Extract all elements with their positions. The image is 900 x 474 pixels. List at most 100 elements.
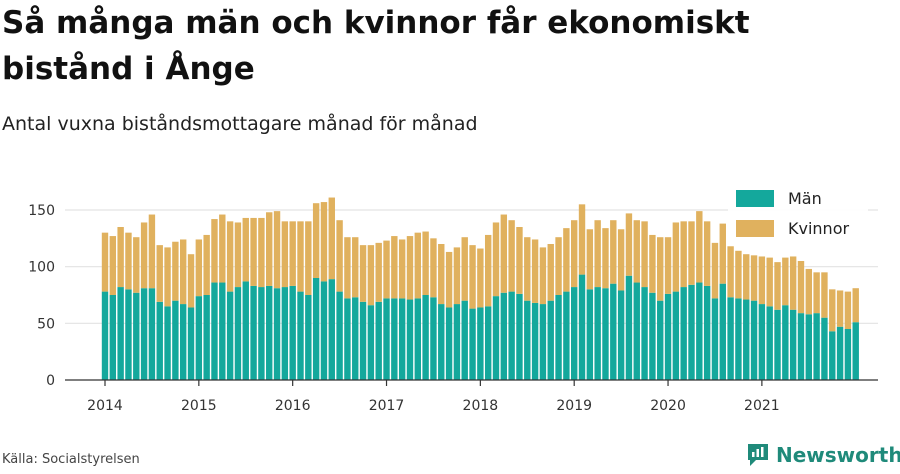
- bar-men: [539, 304, 547, 380]
- bar-men: [735, 298, 742, 380]
- bar-women: [414, 232, 421, 299]
- brand-logo[interactable]: Newsworthy: [746, 441, 900, 469]
- bar-men: [140, 288, 148, 380]
- bar-women: [547, 244, 554, 301]
- bar-men: [438, 304, 445, 380]
- bar-women: [696, 211, 703, 283]
- bar-women: [406, 236, 414, 300]
- bar-women: [844, 291, 852, 329]
- bar-women: [571, 220, 578, 288]
- bar-women: [727, 246, 734, 298]
- bar-men: [774, 309, 781, 380]
- legend-label: Kvinnor: [788, 219, 849, 238]
- bar-women: [312, 203, 320, 278]
- bar-women: [586, 229, 594, 290]
- bar-women: [469, 245, 476, 309]
- bar-women: [852, 288, 859, 323]
- bar-women: [273, 211, 281, 289]
- bar-men: [281, 287, 289, 380]
- bar-men: [555, 295, 562, 380]
- bar-women: [641, 221, 648, 288]
- bar-women: [109, 236, 117, 295]
- bar-women: [125, 232, 132, 290]
- bar-men: [805, 314, 812, 380]
- bar-men: [406, 299, 414, 380]
- bar-men: [101, 291, 109, 380]
- bar-women: [180, 239, 187, 305]
- bar-men: [367, 305, 375, 380]
- legend-swatch: [736, 220, 774, 237]
- bar-men: [477, 307, 484, 380]
- bar-men: [398, 298, 406, 380]
- bar-men: [273, 288, 281, 380]
- bar-women: [140, 222, 148, 289]
- bar-women: [117, 227, 124, 288]
- bar-men: [320, 281, 328, 380]
- bar-women: [226, 221, 234, 292]
- bar-women: [829, 289, 836, 332]
- bar-women: [758, 256, 766, 305]
- bar-women: [422, 231, 429, 295]
- bar-women: [219, 214, 226, 283]
- x-tick-label: 2016: [275, 398, 311, 414]
- bar-women: [148, 214, 156, 289]
- bar-men: [133, 292, 140, 380]
- bar-men: [187, 307, 195, 380]
- bar-men: [180, 304, 187, 380]
- bar-women: [133, 237, 140, 293]
- bar-women: [500, 214, 508, 293]
- bar-men: [383, 298, 390, 380]
- bar-men: [484, 306, 492, 380]
- bar-women: [657, 237, 664, 301]
- bar-women: [821, 272, 828, 318]
- bar-layer: [101, 197, 859, 380]
- bar-women: [602, 228, 609, 289]
- bar-women: [766, 257, 773, 307]
- bar-women: [328, 197, 335, 280]
- bar-women: [391, 236, 398, 299]
- bar-men: [492, 296, 500, 380]
- stacked-bar-chart: 0 50 100 150 2014 2015 2016 2017 2018 2019 2020 202…: [28, 189, 878, 414]
- bar-men: [711, 298, 719, 380]
- bar-men: [226, 291, 234, 380]
- bar-women: [195, 239, 203, 297]
- bar-men: [430, 297, 437, 380]
- x-tick-label: 2017: [369, 398, 405, 414]
- bar-women: [688, 221, 695, 285]
- bar-women: [680, 221, 687, 288]
- x-tick-label: 2018: [463, 398, 499, 414]
- bar-men: [125, 289, 132, 380]
- bar-men: [743, 299, 750, 380]
- y-tick-label: 0: [46, 373, 55, 389]
- bar-men: [531, 302, 539, 380]
- bar-women: [375, 242, 382, 302]
- bar-women: [297, 221, 304, 292]
- x-tick-label: 2015: [181, 398, 217, 414]
- x-tick-label: 2021: [744, 398, 780, 414]
- bar-women: [336, 220, 343, 292]
- bar-men: [602, 288, 609, 380]
- bar-men: [359, 301, 367, 380]
- bar-men: [414, 298, 421, 380]
- x-tick-label: 2020: [650, 398, 686, 414]
- bar-men: [453, 304, 461, 380]
- bar-women: [461, 237, 468, 301]
- bar-chart-logo-icon: [748, 444, 768, 466]
- bar-women: [101, 232, 109, 292]
- bar-women: [320, 202, 328, 282]
- bar-men: [703, 285, 711, 380]
- bar-men: [297, 291, 304, 380]
- bar-men: [469, 308, 476, 380]
- bar-men: [344, 298, 351, 380]
- bar-men: [563, 291, 570, 380]
- bar-women: [242, 217, 249, 282]
- y-tick-label: 100: [28, 260, 55, 276]
- bar-men: [610, 283, 617, 380]
- bar-men: [109, 295, 117, 380]
- axis-layer: 0 50 100 150 2014 2015 2016 2017 2018 2019 2020 202…: [28, 203, 878, 414]
- bar-women: [711, 242, 719, 299]
- bar-men: [696, 282, 703, 380]
- bar-men: [852, 322, 859, 380]
- legend-swatch: [736, 190, 774, 207]
- bar-men: [844, 329, 852, 380]
